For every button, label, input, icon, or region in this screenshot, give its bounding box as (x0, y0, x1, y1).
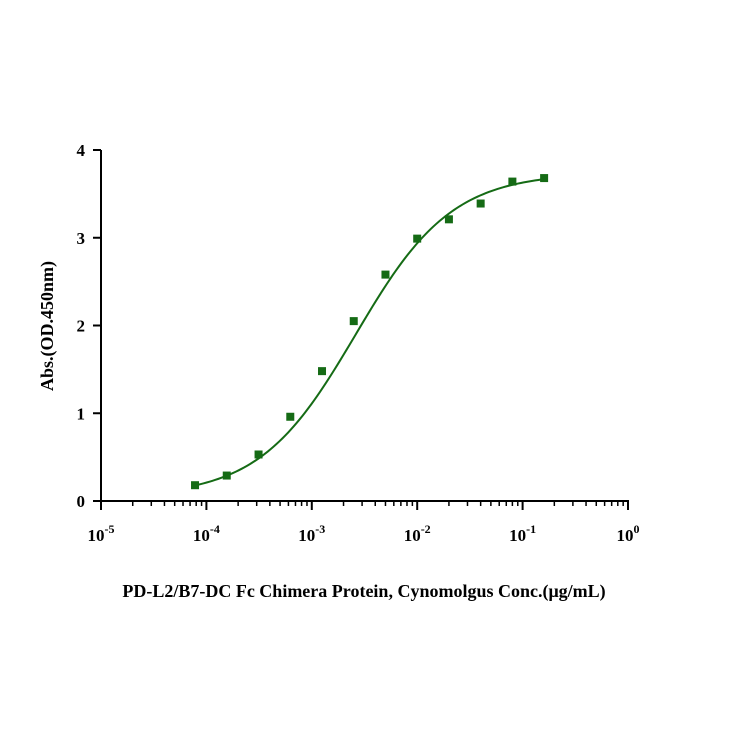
data-point (222, 471, 231, 480)
data-point (444, 215, 453, 224)
data-point (286, 412, 295, 421)
data-point (413, 234, 422, 243)
y-tick-label: 2 (77, 317, 86, 336)
data-point (191, 481, 200, 490)
data-point (381, 270, 390, 279)
y-tick-label: 0 (77, 492, 86, 511)
x-tick-label: 10-5 (88, 522, 115, 545)
fit-curve (194, 178, 545, 487)
y-axis: 0 1 2 3 4 (77, 141, 102, 511)
y-ticks: 0 1 2 3 4 (77, 141, 101, 511)
x-axis-title: PD-L2/B7-DC Fc Chimera Protein, Cynomolg… (122, 581, 605, 602)
data-point (508, 177, 517, 186)
x-tick-label: 10-2 (404, 522, 431, 545)
data-point (349, 317, 358, 326)
y-tick-label: 4 (77, 141, 86, 160)
data-points (191, 174, 549, 490)
y-tick-label: 1 (77, 404, 86, 423)
x-tick-label: 10-1 (509, 522, 536, 545)
data-point (254, 450, 263, 459)
data-point (476, 199, 485, 208)
y-axis-title: Abs.(OD.450nm) (37, 261, 58, 391)
y-tick-label: 3 (77, 229, 86, 248)
x-tick-label: 10-3 (298, 522, 325, 545)
data-point (540, 174, 549, 183)
x-ticks: 10-5 10-4 10-3 10-2 10-1 100 (88, 501, 640, 545)
x-tick-label: 100 (617, 522, 640, 545)
x-axis: 10-5 10-4 10-3 10-2 10-1 100 (88, 500, 640, 545)
data-point (318, 367, 327, 376)
x-tick-label: 10-4 (193, 522, 220, 545)
